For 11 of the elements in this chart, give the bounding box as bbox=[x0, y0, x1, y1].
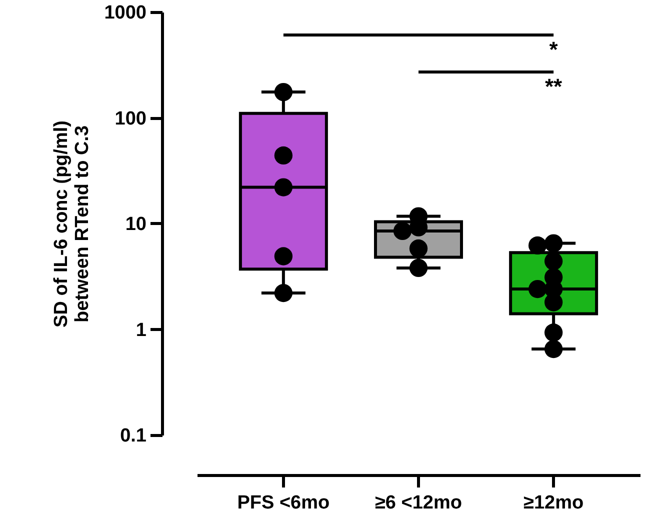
y-tick-label: 10 bbox=[125, 214, 146, 235]
y-tick-label: 0.1 bbox=[120, 426, 147, 446]
y-tick-label: 100 bbox=[114, 108, 146, 130]
x-tick-label: ≥6 <12mo bbox=[374, 492, 462, 514]
x-tick-label: PFS <6mo bbox=[237, 492, 330, 514]
annotation: ** bbox=[545, 74, 563, 99]
y-axis-title: SD of IL-6 conc (pg/ml) between RTend to C.3 bbox=[51, 120, 94, 328]
y-tick-label: 1000 bbox=[104, 2, 146, 24]
x-tick-label: ≥12mo bbox=[524, 492, 584, 514]
y-tick-label: 1 bbox=[136, 320, 147, 341]
annotation: * bbox=[549, 37, 558, 62]
